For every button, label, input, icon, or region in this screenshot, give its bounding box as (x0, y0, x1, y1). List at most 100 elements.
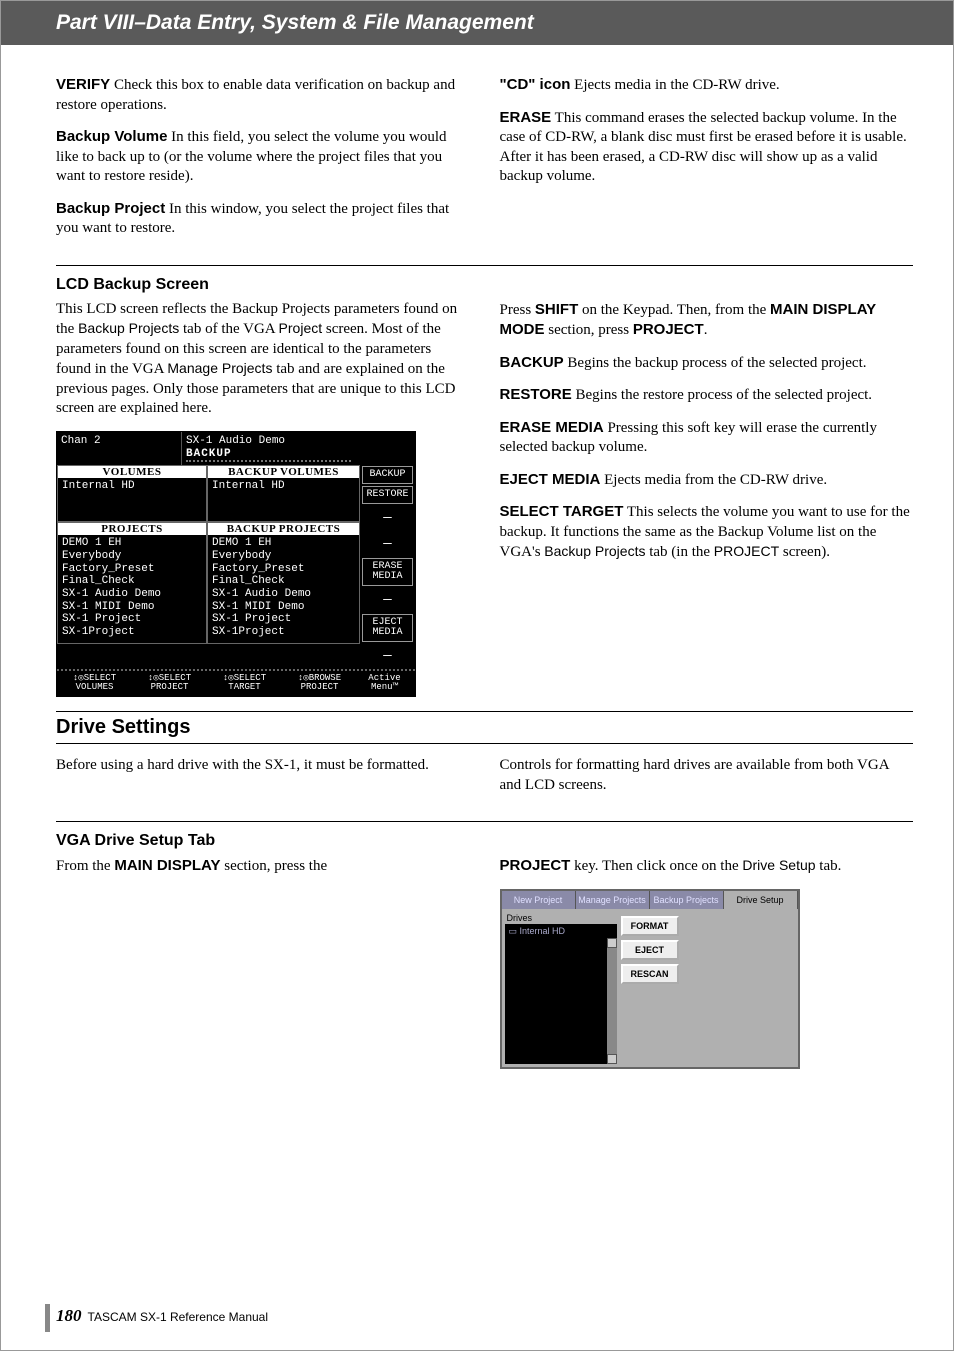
vga-left-pre: From the (56, 858, 114, 874)
lcd-softkey-blank: — (360, 531, 415, 557)
lcd-softkey[interactable]: ERASEMEDIA (362, 558, 413, 586)
lcd-project-item: DEMO 1 EH (62, 537, 202, 550)
press-mid: on the Keypad. Then, from the (578, 302, 770, 318)
lcd-projects-list: DEMO 1 EHEverybodyFactory_PresetFinal_Ch… (58, 535, 206, 642)
lcd-backup-project-item: SX-1 Project (212, 613, 355, 626)
part-header: Part VIII–Data Entry, System & File Mana… (1, 1, 953, 45)
drive-settings-rule: Drive Settings (56, 711, 913, 744)
lcd-backup-project-item: Final_Check (212, 575, 355, 588)
lcd-intro: This LCD screen reflects the Backup Proj… (56, 300, 470, 419)
drive-settings-body: Before using a hard drive with the SX-1,… (56, 756, 913, 807)
vga-screenshot: New ProjectManage ProjectsBackup Project… (500, 889, 800, 1069)
term-eject-media: EJECT MEDIA (500, 471, 601, 488)
lcd-intro-mono1: Backup Projects (78, 320, 179, 336)
lcd-project-item: SX-1Project (62, 626, 202, 639)
vga-tab[interactable]: Drive Setup (724, 891, 798, 909)
vga-button[interactable]: FORMAT (621, 916, 679, 936)
vga-button[interactable]: RESCAN (621, 964, 679, 984)
term-verify: VERIFY (56, 76, 110, 93)
lcd-intro-mid: tab of the VGA (179, 321, 278, 337)
lcd-softkey[interactable]: RESTORE (362, 486, 413, 504)
vga-right-text: PROJECT key. Then click once on the Driv… (500, 856, 914, 877)
lcd-foot-knob[interactable]: BROWSEPROJECT (282, 671, 357, 697)
page-number: 180 (56, 1306, 82, 1325)
lcd-backup-project-item: SX-1Project (212, 626, 355, 639)
drive-left: Before using a hard drive with the SX-1,… (56, 756, 470, 776)
lcd-volumes-hdr: VOLUMES (58, 466, 206, 478)
lcd-project-item: Everybody (62, 550, 202, 563)
lcd-foot-knob[interactable]: SELECTVOLUMES (57, 671, 132, 697)
def-erase: ERASE This command erases the selected b… (500, 108, 914, 187)
lcd-project-item: SX-1 Project (62, 613, 202, 626)
lcd-volumes-item: Internal HD (62, 480, 202, 493)
page-footer: 180 TASCAM SX-1 Reference Manual (56, 1306, 268, 1326)
def-cd-icon: "CD" icon Ejects media in the CD-RW driv… (500, 75, 914, 96)
press-post: . (704, 322, 708, 338)
lcd-softkey-blank: — (360, 505, 415, 531)
lcd-backup-volumes-hdr: BACKUP VOLUMES (208, 466, 359, 478)
lcd-press-line: Press SHIFT on the Keypad. Then, from th… (500, 300, 914, 341)
vga-drives-list[interactable]: ▭ Internal HD (505, 924, 617, 1064)
st-post: screen). (779, 544, 830, 560)
drive-settings-heading: Drive Settings (56, 712, 913, 743)
vga-right-mid: key. Then click once on the (570, 858, 742, 874)
lcd-softkey-blank: — (360, 643, 415, 669)
def-select-target: SELECT TARGET This selects the volume yo… (500, 502, 914, 563)
body-erase: This command erases the selected backup … (500, 110, 907, 185)
vga-drives-item[interactable]: ▭ Internal HD (505, 924, 617, 939)
vga-left-text: From the MAIN DISPLAY section, press the (56, 856, 470, 877)
vga-right-mono: Drive Setup (742, 857, 815, 873)
term-backup-project: Backup Project (56, 200, 165, 217)
lcd-backup-project-item: Everybody (212, 550, 355, 563)
lcd-backup-project-item: Factory_Preset (212, 563, 355, 576)
press-pre: Press (500, 302, 535, 318)
lcd-backup-volumes-item: Internal HD (212, 480, 355, 493)
def-backup: BACKUP Begins the backup process of the … (500, 353, 914, 374)
vga-tab[interactable]: Backup Projects (650, 891, 724, 909)
vga-left-bold: MAIN DISPLAY (114, 857, 220, 874)
body-restore: Begins the restore process of the select… (572, 387, 872, 403)
lcd-backup-projects-list: DEMO 1 EHEverybodyFactory_PresetFinal_Ch… (208, 535, 359, 642)
lcd-backup-project-item: DEMO 1 EH (212, 537, 355, 550)
vga-buttons: FORMAT EJECT RESCAN (621, 912, 679, 1064)
body-cd-icon: Ejects media in the CD-RW drive. (570, 77, 779, 93)
top-definitions: VERIFY Check this box to enable data ver… (56, 75, 913, 251)
def-verify: VERIFY Check this box to enable data ver… (56, 75, 470, 115)
drive-right: Controls for formatting hard drives are … (500, 756, 914, 795)
term-restore: RESTORE (500, 386, 572, 403)
lcd-project-item: SX-1 Audio Demo (62, 588, 202, 601)
press-project: PROJECT (633, 321, 704, 338)
lcd-chan: Chan 2 (57, 432, 182, 465)
divider (56, 265, 913, 266)
lcd-foot-knob[interactable]: SELECTPROJECT (132, 671, 207, 697)
lcd-project-item: Final_Check (62, 575, 202, 588)
lcd-foot-knobs: SELECTVOLUMESSELECTPROJECTSELECTTARGETBR… (57, 669, 415, 697)
vga-scrollbar[interactable] (607, 938, 617, 1064)
body-verify: Check this box to enable data verificati… (56, 77, 455, 113)
term-erase: ERASE (500, 109, 552, 126)
lcd-backup-section: This LCD screen reflects the Backup Proj… (56, 300, 913, 698)
def-backup-project: Backup Project In this window, you selec… (56, 199, 470, 239)
press-shift: SHIFT (535, 301, 578, 318)
lcd-softkey[interactable]: BACKUP (362, 466, 413, 484)
lcd-softkey[interactable]: EJECTMEDIA (362, 614, 413, 642)
lcd-project-item: SX-1 MIDI Demo (62, 601, 202, 614)
footer-text: TASCAM SX-1 Reference Manual (88, 1310, 269, 1324)
lcd-screenshot: Chan 2 SX-1 Audio Demo BACKUP VOLUMES (56, 431, 416, 698)
st-mono1: Backup Projects (544, 543, 645, 559)
divider-2 (56, 821, 913, 822)
lcd-project-item: Factory_Preset (62, 563, 202, 576)
lcd-projects-hdr: PROJECTS (58, 523, 206, 535)
vga-left-post: section, press the (220, 858, 327, 874)
def-erase-media: ERASE MEDIA Pressing this soft key will … (500, 418, 914, 458)
vga-right-post: tab. (816, 858, 842, 874)
term-erase-media: ERASE MEDIA (500, 419, 604, 436)
vga-tab[interactable]: Manage Projects (576, 891, 650, 909)
vga-tab[interactable]: New Project (502, 891, 576, 909)
lcd-backup-projects-hdr: BACKUP PROJECTS (208, 523, 359, 535)
body-eject-media: Ejects media from the CD-RW drive. (600, 472, 827, 488)
lcd-foot-knob[interactable]: SELECTTARGET (207, 671, 282, 697)
lcd-active-menu: ActiveMenu™ (357, 671, 412, 697)
def-eject-media: EJECT MEDIA Ejects media from the CD-RW … (500, 470, 914, 491)
vga-button[interactable]: EJECT (621, 940, 679, 960)
